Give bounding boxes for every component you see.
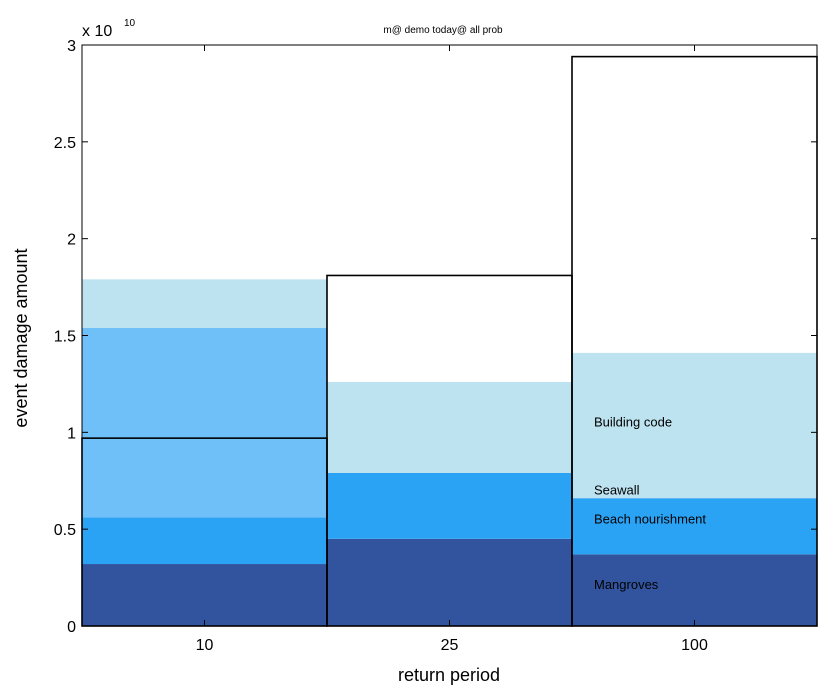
annotation-beach-nourishment: Beach nourishment (594, 511, 706, 526)
y-tick-label-0: 0 (67, 619, 76, 636)
y-axis-label: event damage amount (11, 248, 31, 427)
y-tick-label-2: 2 (67, 232, 76, 249)
bar-mangroves-25 (327, 538, 572, 626)
y-tick-label-2.5: 2.5 (54, 135, 76, 152)
bar-beach-nourishment-25 (327, 473, 572, 539)
bar-building-code-10 (82, 279, 327, 328)
bar-beach-nourishment-10 (82, 517, 327, 565)
y-tick-label-1: 1 (67, 425, 76, 442)
y-exponent-power: 10 (124, 18, 136, 29)
x-axis-label: return period (398, 665, 500, 685)
annotation-mangroves: Mangroves (594, 577, 659, 592)
axes-group: 0 0.5 1 1.5 2 2.5 3 10 25 100 (54, 38, 818, 654)
y-exponent-base: x 10 (82, 23, 112, 40)
x-tick-label-25: 25 (441, 637, 459, 654)
x-tick-label-100: 100 (681, 637, 708, 654)
bar-seawall-10 (82, 327, 327, 518)
bar-mangroves-100 (572, 554, 817, 626)
annotations-group: Building code Seawall Beach nourishment Man… (594, 415, 706, 593)
x-tick-label-10: 10 (196, 637, 214, 654)
y-tick-label-3: 3 (67, 38, 76, 55)
annotation-building-code: Building code (594, 415, 672, 430)
bar-mangroves-10 (82, 564, 327, 626)
annotation-seawall: Seawall (594, 482, 640, 497)
y-tick-label-0.5: 0.5 (54, 522, 76, 539)
bar-building-code-100 (572, 352, 817, 499)
bar-beach-nourishment-100 (572, 498, 817, 555)
bar-building-code-25 (327, 381, 572, 474)
bars-group (82, 279, 817, 626)
chart-title: m@ demo today@ all prob (383, 25, 503, 36)
y-tick-label-1.5: 1.5 (54, 329, 76, 346)
